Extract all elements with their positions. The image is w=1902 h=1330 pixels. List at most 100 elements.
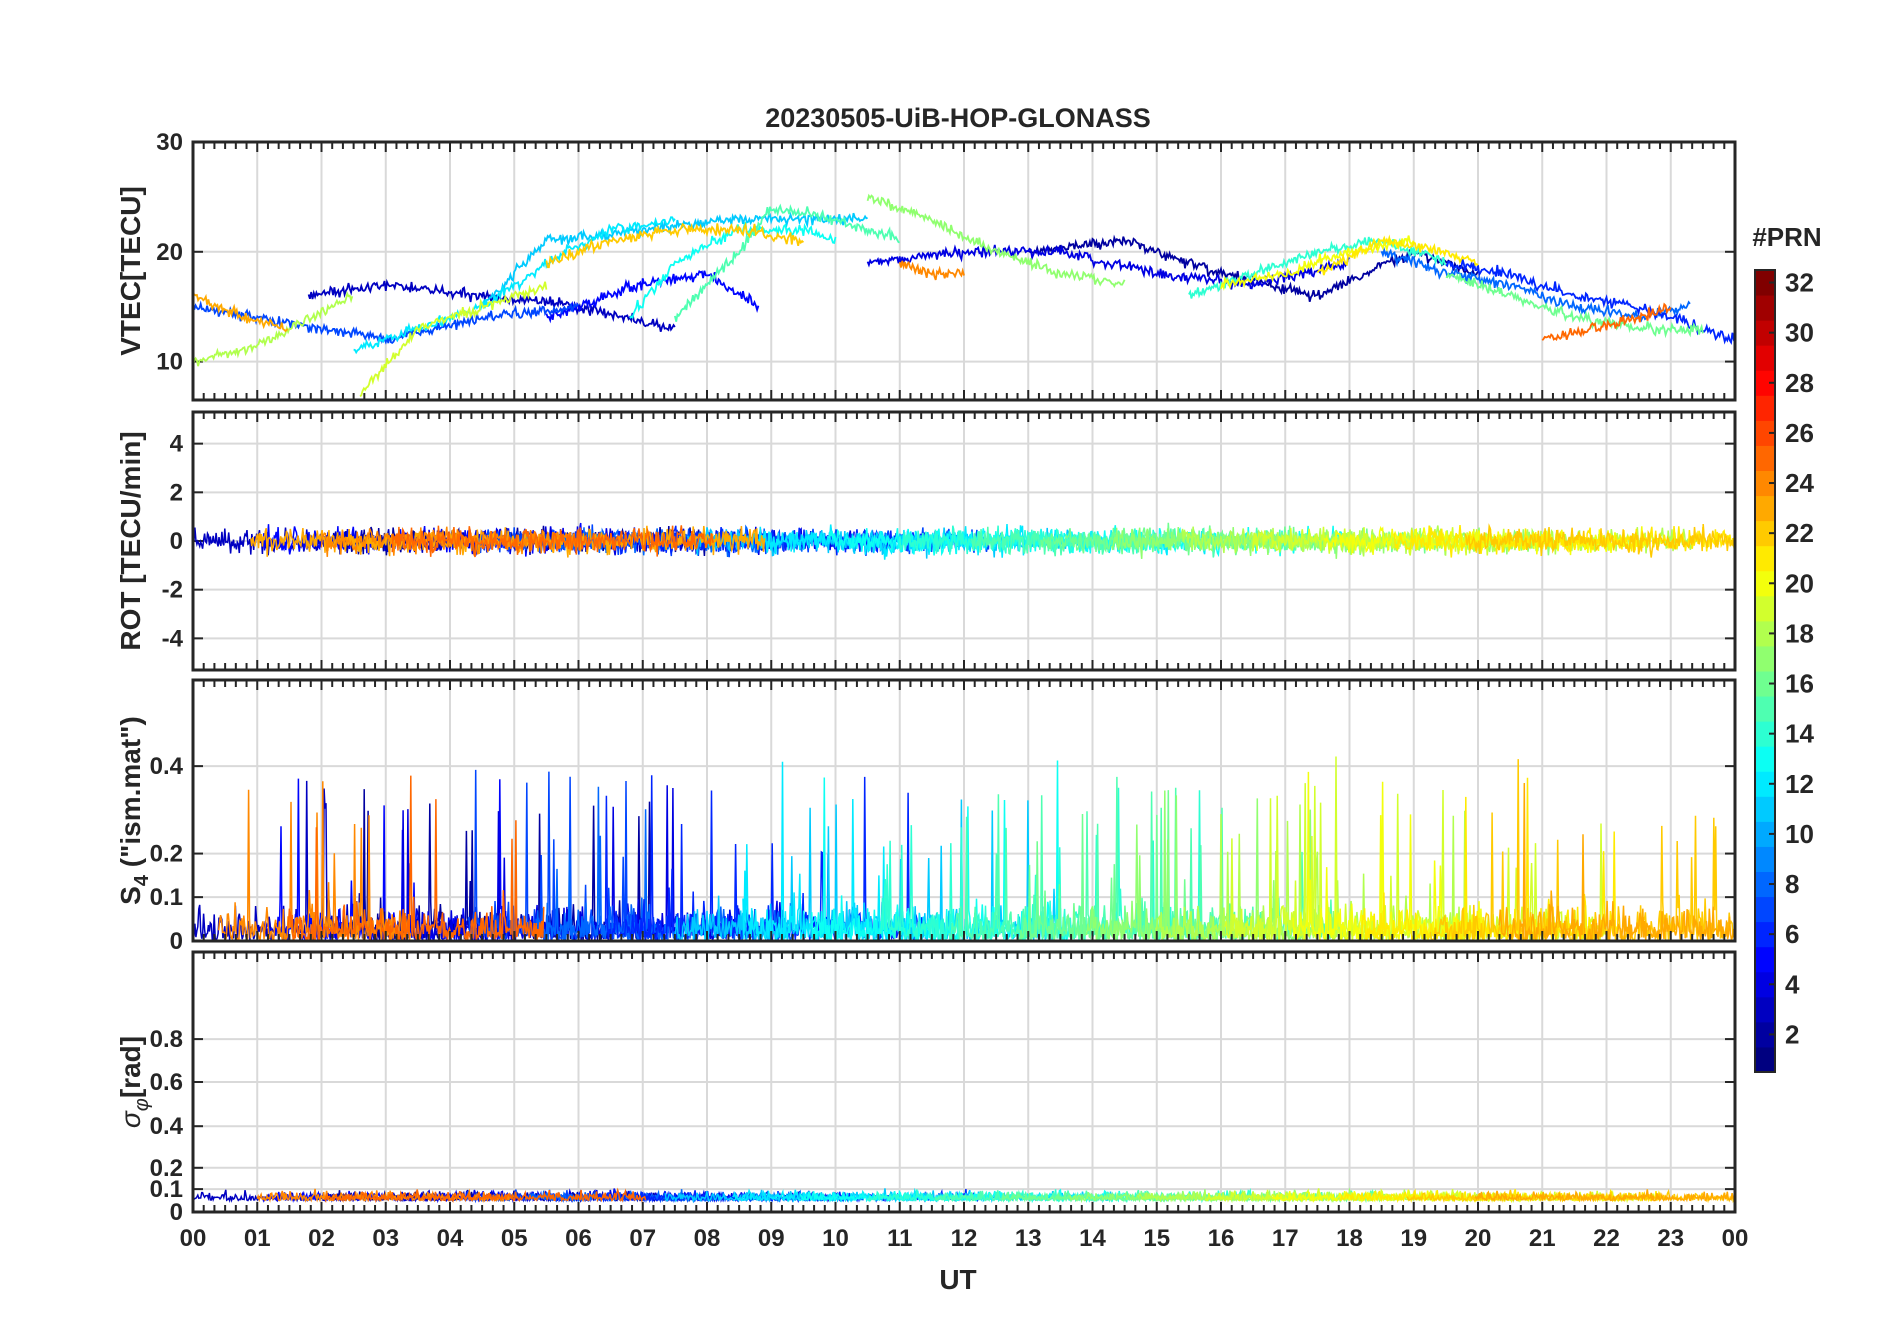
- vtec-line-prn-25: [1541, 302, 1672, 342]
- colorbar-swatch: [1755, 821, 1775, 847]
- s4-line-prn-12: [742, 761, 936, 941]
- y-tick-label: 2: [170, 479, 183, 506]
- x-tick-label: 18: [1336, 1225, 1363, 1252]
- y-tick-label: 10: [156, 349, 183, 376]
- vtec-line-prn-14: [1188, 236, 1447, 299]
- y-axis-label-part: [rad]: [115, 1036, 146, 1098]
- x-tick-label: 11: [887, 1225, 912, 1252]
- y-tick-label: 0.8: [150, 1026, 183, 1053]
- colorbar-tick-label: 28: [1785, 368, 1814, 398]
- colorbar-swatch: [1755, 746, 1775, 772]
- y-axis-label: S4 ("ism.mat"): [115, 716, 153, 905]
- y-tick-label: 30: [156, 129, 183, 156]
- colorbar-swatch: [1755, 996, 1775, 1023]
- x-tick-label: 03: [372, 1225, 399, 1252]
- y-axis-label: VTEC[TECU]: [115, 186, 146, 356]
- x-tick-label: 15: [1143, 1225, 1170, 1252]
- y-axis-label-part: S: [115, 886, 146, 905]
- colorbar-swatch: [1755, 796, 1775, 822]
- y-tick-label: 0.2: [150, 841, 183, 868]
- vtec-line-prn-4: [866, 244, 1350, 290]
- axes-frame: [191, 950, 1737, 1214]
- x-tick-label: 23: [1657, 1225, 1684, 1252]
- vtec-line-prn-5: [545, 270, 760, 324]
- vtec-line-prn-6: [1445, 259, 1735, 345]
- colorbar-swatch: [1755, 545, 1775, 572]
- colorbar-swatch: [1755, 495, 1775, 522]
- colorbar-swatch: [1755, 696, 1775, 722]
- colorbar-swatch: [1755, 871, 1775, 898]
- colorbar-swatch: [1755, 420, 1775, 446]
- x-tick-label: 21: [1529, 1225, 1556, 1252]
- colorbar-tick-label: 30: [1785, 318, 1814, 348]
- vtec-line-prn-24: [898, 260, 965, 281]
- s4-line-prn-25: [286, 775, 545, 941]
- y-tick-label: 0: [170, 528, 183, 555]
- colorbar-swatch: [1755, 570, 1775, 597]
- x-tick-label: 01: [244, 1225, 271, 1252]
- colorbar-swatch: [1755, 645, 1775, 672]
- sigma-phi-line-prn-23: [1474, 1189, 1735, 1203]
- x-tick-label: 19: [1400, 1225, 1427, 1252]
- x-tick-label: 20: [1465, 1225, 1492, 1252]
- y-tick-label: 0: [170, 928, 183, 955]
- x-tick-label: 04: [437, 1225, 464, 1252]
- vtec-line-prn-16: [1445, 271, 1704, 339]
- colorbar-swatch: [1755, 520, 1775, 547]
- y-tick-label: 0.1: [150, 1176, 183, 1203]
- colorbar-swatch: [1755, 1046, 1775, 1073]
- colorbar-tick-label: 8: [1785, 869, 1799, 899]
- colorbar-swatch: [1755, 470, 1775, 497]
- x-tick-label: 17: [1272, 1225, 1299, 1252]
- x-tick-label: 09: [758, 1225, 785, 1252]
- s4-line-prn-24: [217, 781, 412, 941]
- y-tick-label: 0.6: [150, 1069, 183, 1096]
- colorbar-swatch: [1755, 445, 1775, 471]
- colorbar-tick-label: 6: [1785, 919, 1799, 949]
- colorbar-tick-label: 4: [1785, 969, 1800, 999]
- axes-frame: [191, 140, 1737, 402]
- axes-frame: [191, 410, 1737, 672]
- data-series: [193, 522, 1735, 560]
- colorbar-title: #PRN: [1752, 222, 1821, 252]
- vtec-line-prn-7: [193, 300, 580, 345]
- colorbar-swatch: [1755, 846, 1775, 872]
- rot-line-prn-22: [1464, 523, 1735, 558]
- colorbar-swatch: [1755, 295, 1775, 321]
- x-tick-label: 00: [180, 1225, 207, 1252]
- colorbar-swatch: [1755, 395, 1775, 421]
- x-tick-label: 14: [1079, 1225, 1106, 1252]
- x-tick-label: 06: [565, 1225, 592, 1252]
- colorbar-tick-label: 32: [1785, 268, 1814, 298]
- x-axis-label: UT: [939, 1264, 976, 1295]
- colorbar-swatch: [1755, 370, 1775, 396]
- panel-sigma_phi: 00.10.20.40.60.8σφ[rad]00 01 02 03 04 05 06 07 0…: [115, 950, 1749, 1252]
- y-axis-label-part: ("ism.mat"): [115, 716, 146, 875]
- colorbar-tick-label: 24: [1785, 468, 1814, 498]
- figure-title: 20230505-UiB-HOP-GLONASS: [765, 103, 1151, 133]
- colorbar-frame: [1754, 269, 1776, 1073]
- colorbar-swatch: [1755, 1021, 1775, 1048]
- colorbar-tick-label: 10: [1785, 819, 1814, 849]
- colorbar-swatch: [1755, 946, 1775, 973]
- colorbar-tick-label: 26: [1785, 418, 1814, 448]
- panel-vtec: 10 20 30 VTEC[TECU]: [115, 129, 1737, 402]
- colorbar-swatch: [1755, 620, 1775, 647]
- colorbar-tick-label: 2: [1785, 1019, 1799, 1049]
- x-tick-label: 00: [1722, 1225, 1749, 1252]
- colorbar-swatch: [1755, 345, 1775, 371]
- colorbar-tick-label: 16: [1785, 669, 1814, 699]
- vtec-line-prn-18: [193, 290, 354, 367]
- colorbar-swatch: [1755, 771, 1775, 797]
- x-tick-label: 05: [501, 1225, 528, 1252]
- y-axis-label-part: 4: [131, 874, 153, 886]
- colorbar-swatch: [1755, 320, 1775, 346]
- colorbar-swatch: [1755, 921, 1775, 948]
- colorbar-tick-label: 14: [1785, 719, 1814, 749]
- y-tick-label: -4: [162, 625, 184, 652]
- x-tick-label: 22: [1593, 1225, 1620, 1252]
- vtec-line-prn-12: [353, 216, 676, 355]
- x-tick-label: 12: [951, 1225, 978, 1252]
